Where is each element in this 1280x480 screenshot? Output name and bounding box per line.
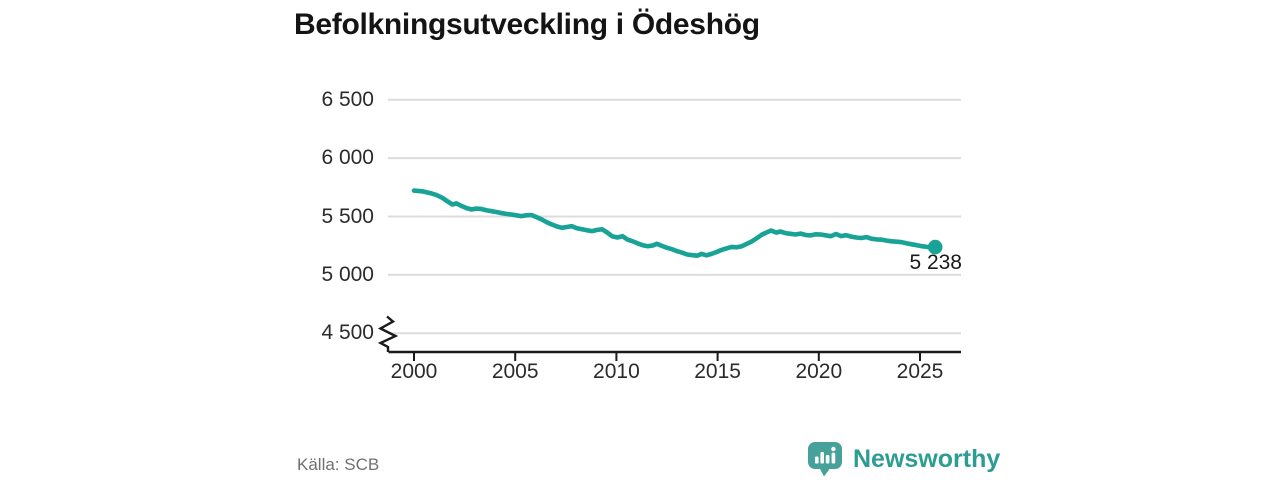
y-axis-tick-label: 4 500	[321, 321, 374, 345]
y-axis-tick-label: 5 500	[321, 204, 374, 228]
newsworthy-wordmark: Newsworthy	[853, 445, 1001, 473]
last-value-label: 5 238	[909, 251, 962, 274]
x-axis-tick-label: 2025	[896, 360, 944, 383]
y-axis-tick-label: 6 500	[321, 87, 374, 111]
chart-title: Befolkningsutveckling i Ödeshög	[294, 8, 760, 41]
x-axis-tick-label: 2020	[795, 360, 843, 383]
x-axis-ticks	[413, 352, 921, 361]
y-axis-break-icon	[377, 315, 399, 352]
x-axis-tick-label: 2015	[694, 360, 741, 383]
x-axis-tick-label: 2010	[593, 360, 640, 383]
newsworthy-branding: Newsworthy	[806, 440, 1000, 478]
gridlines	[388, 98, 961, 335]
last-data-point-marker	[927, 239, 943, 255]
newsworthy-chart-bubble-icon	[808, 442, 842, 477]
x-axis-tick-label: 2005	[491, 360, 539, 383]
population-series-line	[411, 188, 938, 258]
y-axis-tick-label: 6 000	[321, 146, 374, 170]
x-axis-tick-label: 2000	[390, 360, 438, 383]
source-label: Källa: SCB	[297, 455, 380, 474]
y-axis-tick-label: 5 000	[321, 262, 374, 286]
